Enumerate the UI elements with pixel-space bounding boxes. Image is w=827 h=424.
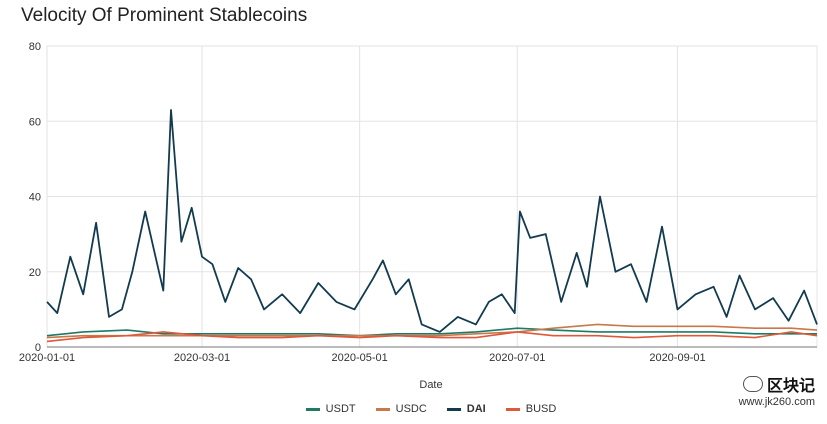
legend-label: USDT: [325, 403, 356, 415]
series-line-busd: [46, 331, 818, 343]
series-lines: [46, 109, 818, 343]
legend-item-usdc[interactable]: USDC: [375, 403, 427, 415]
x-tick-label: 2020-05-01: [332, 352, 388, 364]
legend-label: USDC: [395, 403, 427, 415]
legend-label: BUSD: [525, 403, 557, 415]
watermark-brand: 区块记: [742, 372, 815, 396]
watermark-brand-text: 区块记: [766, 378, 815, 395]
wechat-icon: [742, 376, 763, 392]
legend-item-usdt[interactable]: USDT: [305, 403, 356, 415]
y-tick-label: 80: [29, 41, 41, 53]
legend-swatch: [305, 407, 320, 411]
y-tick-label: 0: [35, 342, 41, 354]
legend-item-busd[interactable]: BUSD: [505, 403, 557, 415]
watermark: 区块记 www.jk260.com: [739, 372, 815, 408]
x-tick-label: 2020-07-01: [489, 352, 545, 364]
series-line-dai: [46, 109, 818, 333]
watermark-url: www.jk260.com: [738, 396, 815, 408]
legend-swatch: [505, 407, 520, 411]
legend-swatch: [375, 407, 390, 411]
series-line-usdc: [46, 323, 818, 339]
y-axis-ticks: 0 20 40 60 80: [29, 41, 41, 354]
legend: USDT USDC DAI BUSD: [0, 403, 827, 415]
legend-label: DAI: [466, 403, 486, 415]
y-tick-label: 20: [29, 267, 41, 279]
x-tick-label: 2020-01-01: [19, 352, 75, 364]
x-tick-label: 2020-09-01: [649, 352, 705, 364]
grid-lines: [46, 45, 818, 348]
y-tick-label: 40: [29, 192, 41, 204]
legend-item-dai[interactable]: DAI: [446, 403, 486, 415]
x-tick-label: 2020-03-01: [174, 352, 230, 364]
x-axis-label: Date: [419, 379, 443, 391]
chart-title: Velocity Of Prominent Stablecoins: [21, 5, 308, 26]
y-tick-label: 60: [29, 116, 41, 128]
legend-swatch: [446, 407, 461, 411]
x-axis-ticks: 2020-01-01 2020-03-01 2020-05-01 2020-07-01…: [19, 352, 706, 364]
